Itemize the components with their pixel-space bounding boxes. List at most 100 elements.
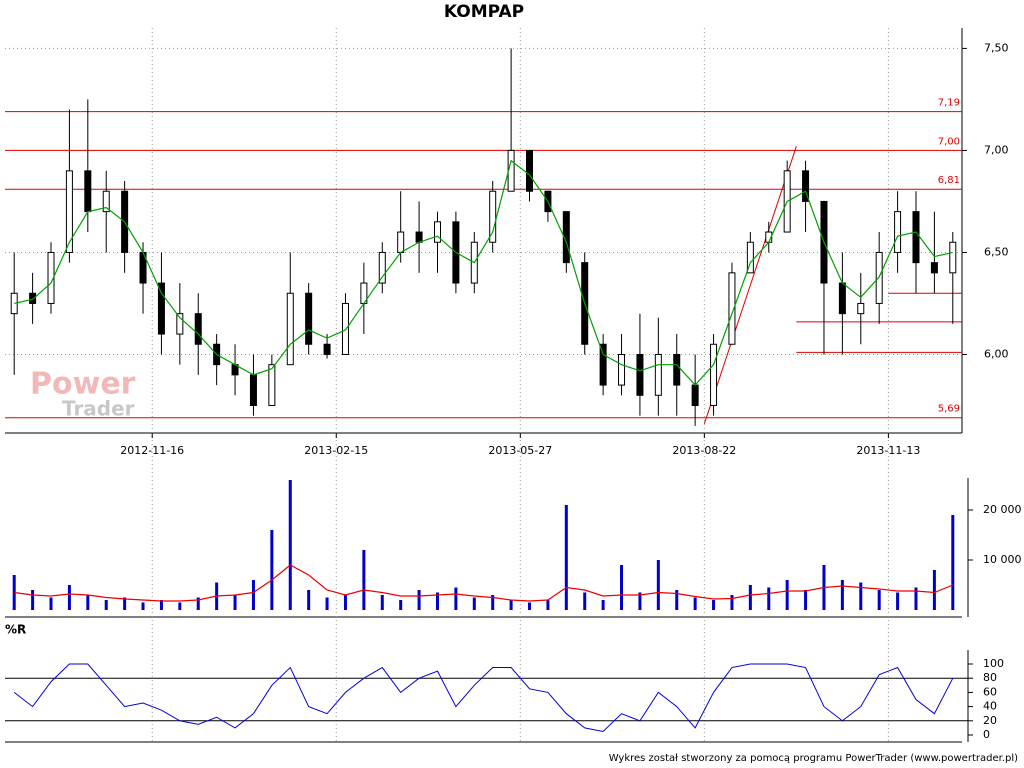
y-tick-label: 20 000 bbox=[983, 503, 1022, 516]
y-tick-label: 80 bbox=[983, 671, 997, 684]
volume-bar bbox=[675, 590, 679, 610]
candle-body bbox=[305, 292, 313, 345]
candle-body bbox=[875, 251, 883, 304]
volume-bar bbox=[233, 595, 237, 610]
candle-body bbox=[489, 190, 497, 243]
candle-body bbox=[286, 292, 294, 366]
volume-bar bbox=[767, 587, 771, 610]
volume-bar bbox=[638, 592, 642, 610]
candle-body bbox=[84, 170, 92, 213]
volume-bar bbox=[399, 600, 403, 610]
candle-body bbox=[802, 170, 810, 202]
volume-bar bbox=[251, 580, 255, 610]
volume-bar bbox=[932, 570, 936, 610]
candle-body bbox=[526, 149, 534, 192]
volume-bar bbox=[307, 590, 311, 610]
candle-body bbox=[378, 251, 386, 284]
y-tick-label: 20 bbox=[983, 714, 997, 727]
volume-bar bbox=[288, 480, 292, 610]
volume-bar bbox=[748, 585, 752, 610]
volume-bar bbox=[528, 602, 532, 610]
candle-body bbox=[397, 231, 405, 253]
volume-average bbox=[14, 564, 954, 602]
y-tick-label: 0 bbox=[983, 728, 990, 741]
volume-bar bbox=[435, 592, 439, 610]
volume-bar bbox=[67, 585, 71, 610]
volume-bar bbox=[49, 597, 53, 610]
candle-body bbox=[29, 292, 37, 304]
volume-bar bbox=[693, 597, 697, 610]
volume-bar bbox=[454, 587, 458, 610]
y-tick-label: 10 000 bbox=[983, 553, 1022, 566]
candle-body bbox=[912, 211, 920, 264]
level-label: 7,19 bbox=[938, 98, 960, 109]
volume-bar bbox=[31, 590, 35, 610]
volume-bar bbox=[141, 602, 145, 610]
candle-body bbox=[857, 302, 865, 315]
watermark: Trader bbox=[62, 397, 135, 421]
volume-bar bbox=[417, 590, 421, 610]
volume-bar bbox=[583, 592, 587, 610]
candle-body bbox=[433, 221, 441, 243]
volume-bar bbox=[362, 550, 366, 610]
volume-bar bbox=[804, 590, 808, 610]
volume-bar bbox=[509, 600, 513, 610]
level-label: 6,81 bbox=[938, 175, 960, 186]
moving-average bbox=[14, 159, 953, 386]
volume-bar bbox=[914, 587, 918, 610]
footer: Wykres został stworzony za pomocą progra… bbox=[609, 753, 1018, 764]
volume-bar bbox=[712, 600, 716, 610]
volume-bar bbox=[325, 597, 329, 610]
candle-body bbox=[102, 190, 110, 213]
volume-bar bbox=[86, 595, 90, 610]
candle-body bbox=[838, 282, 846, 315]
level-label: 5,69 bbox=[938, 404, 960, 415]
volume-bar bbox=[343, 595, 347, 610]
volume-bar bbox=[601, 600, 605, 610]
candle-body bbox=[249, 374, 257, 406]
volume-bar bbox=[896, 592, 900, 610]
volume-bar bbox=[159, 600, 163, 610]
volume-bar bbox=[951, 515, 955, 610]
candle-body bbox=[323, 343, 331, 355]
volume-bar bbox=[620, 565, 624, 610]
candle-body bbox=[636, 353, 644, 396]
chart-title: KOMPAP bbox=[444, 2, 524, 22]
candle-body bbox=[599, 343, 607, 386]
volume-bar bbox=[104, 600, 108, 610]
candle-body bbox=[176, 313, 184, 335]
candle-body bbox=[673, 353, 681, 386]
candle-body bbox=[618, 353, 626, 386]
candle-body bbox=[691, 384, 699, 406]
volume-bar bbox=[564, 505, 568, 610]
x-tick-label: 2013-08-22 bbox=[672, 444, 736, 457]
candle-body bbox=[268, 364, 276, 406]
volume-bar bbox=[730, 595, 734, 610]
volume-bar bbox=[196, 597, 200, 610]
y-tick-label: 6,50 bbox=[984, 245, 1009, 258]
candle-body bbox=[562, 211, 570, 264]
volume-bar bbox=[178, 602, 182, 610]
y-tick-label: 7,00 bbox=[984, 143, 1009, 156]
candle-body bbox=[728, 272, 736, 345]
y-tick-label: 7,50 bbox=[984, 41, 1009, 54]
volume-bar bbox=[491, 595, 495, 610]
y-tick-label: 6,00 bbox=[984, 347, 1009, 360]
candle-body bbox=[194, 313, 202, 345]
volume-bar bbox=[877, 590, 881, 610]
volume-bar bbox=[546, 600, 550, 610]
volume-bar bbox=[656, 560, 660, 610]
volume-bar bbox=[859, 582, 863, 610]
candle-body bbox=[930, 262, 938, 274]
volume-bar bbox=[472, 597, 476, 610]
volume-bar bbox=[270, 530, 274, 610]
panel-title: %R bbox=[5, 623, 26, 637]
y-tick-label: 60 bbox=[983, 685, 997, 698]
candle-body bbox=[415, 231, 423, 243]
volume-bar bbox=[123, 597, 127, 610]
y-tick-label: 40 bbox=[983, 700, 997, 713]
candle-body bbox=[746, 241, 754, 274]
level-label: 7,00 bbox=[938, 136, 960, 147]
